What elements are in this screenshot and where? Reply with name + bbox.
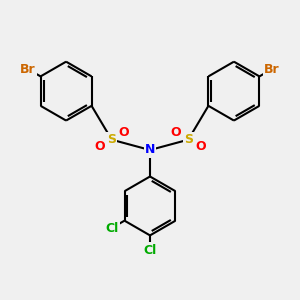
Text: Cl: Cl bbox=[143, 244, 157, 256]
Text: S: S bbox=[107, 133, 116, 146]
Text: Br: Br bbox=[20, 62, 36, 76]
Text: S: S bbox=[184, 133, 193, 146]
Text: Br: Br bbox=[264, 62, 280, 76]
Text: O: O bbox=[118, 126, 129, 139]
Text: O: O bbox=[171, 126, 182, 139]
Text: O: O bbox=[94, 140, 105, 153]
Text: N: N bbox=[145, 143, 155, 157]
Text: O: O bbox=[195, 140, 206, 153]
Text: Cl: Cl bbox=[105, 221, 119, 235]
